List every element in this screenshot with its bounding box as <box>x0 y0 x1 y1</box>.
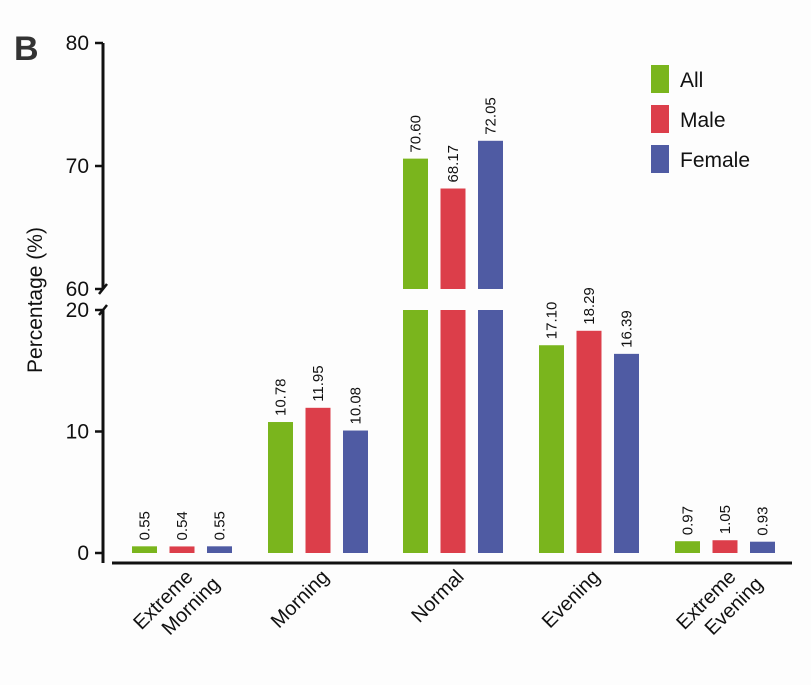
y-tick-label: 0 <box>77 542 89 565</box>
data-label: 0.55 <box>137 511 154 540</box>
bar-all <box>403 158 428 289</box>
bar-all <box>675 541 700 553</box>
y-tick-label: 80 <box>66 32 89 55</box>
bar-all <box>539 345 564 553</box>
bar-female <box>614 353 639 553</box>
legend-label: All <box>680 69 703 92</box>
x-category-label: ExtremeEvening <box>672 556 767 651</box>
data-label: 17.10 <box>544 302 561 340</box>
bar-female-lower <box>478 310 503 553</box>
x-category-label: Normal <box>407 566 468 627</box>
y-tick-label: 60 <box>66 278 89 301</box>
bars: 0.55 10.78 70.60 17.10 0.97 0.54 11.95 68.17 18.… <box>132 97 775 553</box>
data-label: 11.95 <box>310 365 327 401</box>
x-category-label-line: Morning <box>267 566 334 633</box>
bar-female <box>750 541 775 553</box>
panel-label: B <box>14 30 39 68</box>
y-tick-label: 20 <box>66 299 89 322</box>
data-label: 16.39 <box>619 310 636 348</box>
y-axis-label: Percentage (%) <box>24 227 47 373</box>
x-category-label: ExtremeMorning <box>129 556 224 651</box>
legend-swatch-female <box>651 145 669 173</box>
data-label: 70.60 <box>408 115 425 153</box>
legend-label: Female <box>680 149 750 172</box>
bar-male <box>712 540 738 553</box>
data-label: 72.05 <box>483 97 500 135</box>
data-label: 0.97 <box>680 506 697 535</box>
bar-female <box>343 430 368 553</box>
data-label: 0.54 <box>174 511 191 540</box>
x-category-label: Evening <box>538 566 605 633</box>
bar-male <box>305 407 331 553</box>
y-tick-label: 70 <box>66 155 89 178</box>
data-label: 68.17 <box>445 145 462 183</box>
legend: All Male Female <box>651 65 750 173</box>
data-label: 0.93 <box>755 506 772 535</box>
data-label: 10.08 <box>348 387 365 425</box>
x-category-label: Morning <box>267 566 334 633</box>
bar-male <box>440 188 466 289</box>
bar-all <box>268 422 293 553</box>
bar-male-lower <box>440 310 466 553</box>
x-category-label-line: Evening <box>538 566 605 633</box>
data-label: 18.29 <box>581 287 598 325</box>
bar-male <box>169 546 195 553</box>
y-tick-label: 10 <box>66 421 89 444</box>
bar-all <box>132 546 157 553</box>
bar-female <box>207 546 232 553</box>
legend-label: Male <box>680 109 726 132</box>
legend-swatch-all <box>651 65 669 93</box>
bar-male <box>576 330 602 553</box>
data-label: 0.55 <box>212 511 229 540</box>
data-label: 10.78 <box>273 378 290 416</box>
x-category-label-line: Normal <box>407 566 468 627</box>
bar-all-lower <box>403 310 428 553</box>
bar-female <box>478 140 503 289</box>
data-label: 1.05 <box>717 505 734 534</box>
legend-swatch-male <box>651 105 669 133</box>
